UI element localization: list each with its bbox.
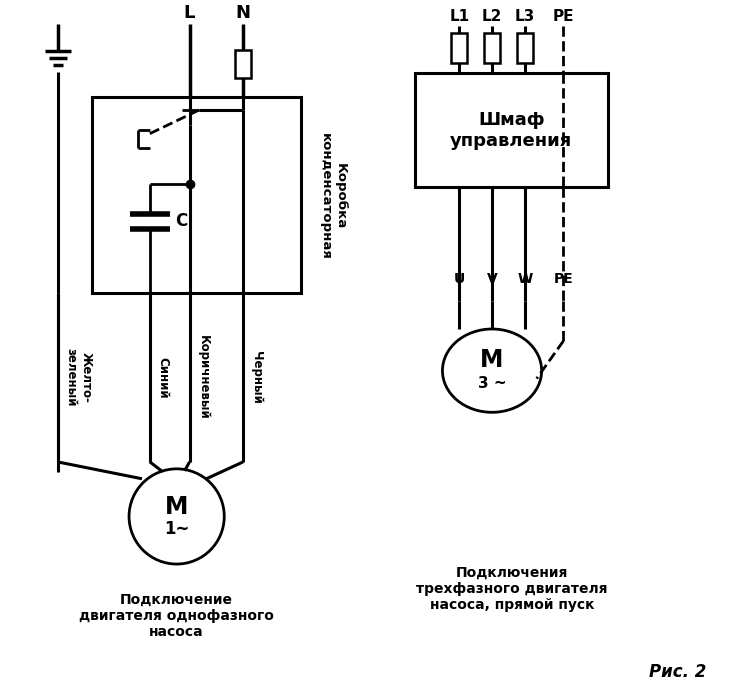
Text: N: N [235, 3, 250, 21]
Text: L: L [183, 3, 196, 21]
Text: M: M [165, 495, 188, 518]
Bar [235, 51, 251, 78]
Bar [451, 33, 467, 63]
Text: Желто-
зеленый: Желто- зеленый [65, 348, 92, 407]
Text: L3: L3 [514, 8, 535, 24]
Circle shape [129, 469, 224, 564]
Text: L1: L1 [449, 8, 469, 24]
Bar [517, 33, 532, 63]
Text: C: C [174, 212, 187, 230]
Text: W: W [517, 273, 532, 286]
Text: Рис. 2: Рис. 2 [649, 663, 706, 681]
Text: Черный: Черный [250, 351, 263, 404]
Text: 1~: 1~ [164, 520, 190, 538]
Text: Коричневый: Коричневый [196, 335, 210, 420]
Text: PE: PE [553, 8, 575, 24]
Text: PE: PE [553, 273, 573, 286]
Text: Синий: Синий [157, 357, 170, 399]
Text: 3 ~: 3 ~ [478, 376, 506, 391]
Text: M: M [481, 348, 504, 372]
Text: Подключение
двигателя однофазного
насоса: Подключение двигателя однофазного насоса [79, 592, 274, 639]
Text: L2: L2 [482, 8, 502, 24]
Ellipse shape [442, 329, 541, 412]
Bar [92, 97, 301, 293]
Bar [414, 73, 608, 187]
Text: V: V [487, 273, 497, 286]
Bar [484, 33, 500, 63]
Text: Коробка
конденсаторная: Коробка конденсаторная [319, 133, 347, 260]
Text: U: U [453, 273, 465, 286]
Text: Подключения
трехфазного двигателя
насоса, прямой пуск: Подключения трехфазного двигателя насоса… [416, 565, 608, 612]
Text: Шмаф
управления: Шмаф управления [450, 111, 572, 149]
